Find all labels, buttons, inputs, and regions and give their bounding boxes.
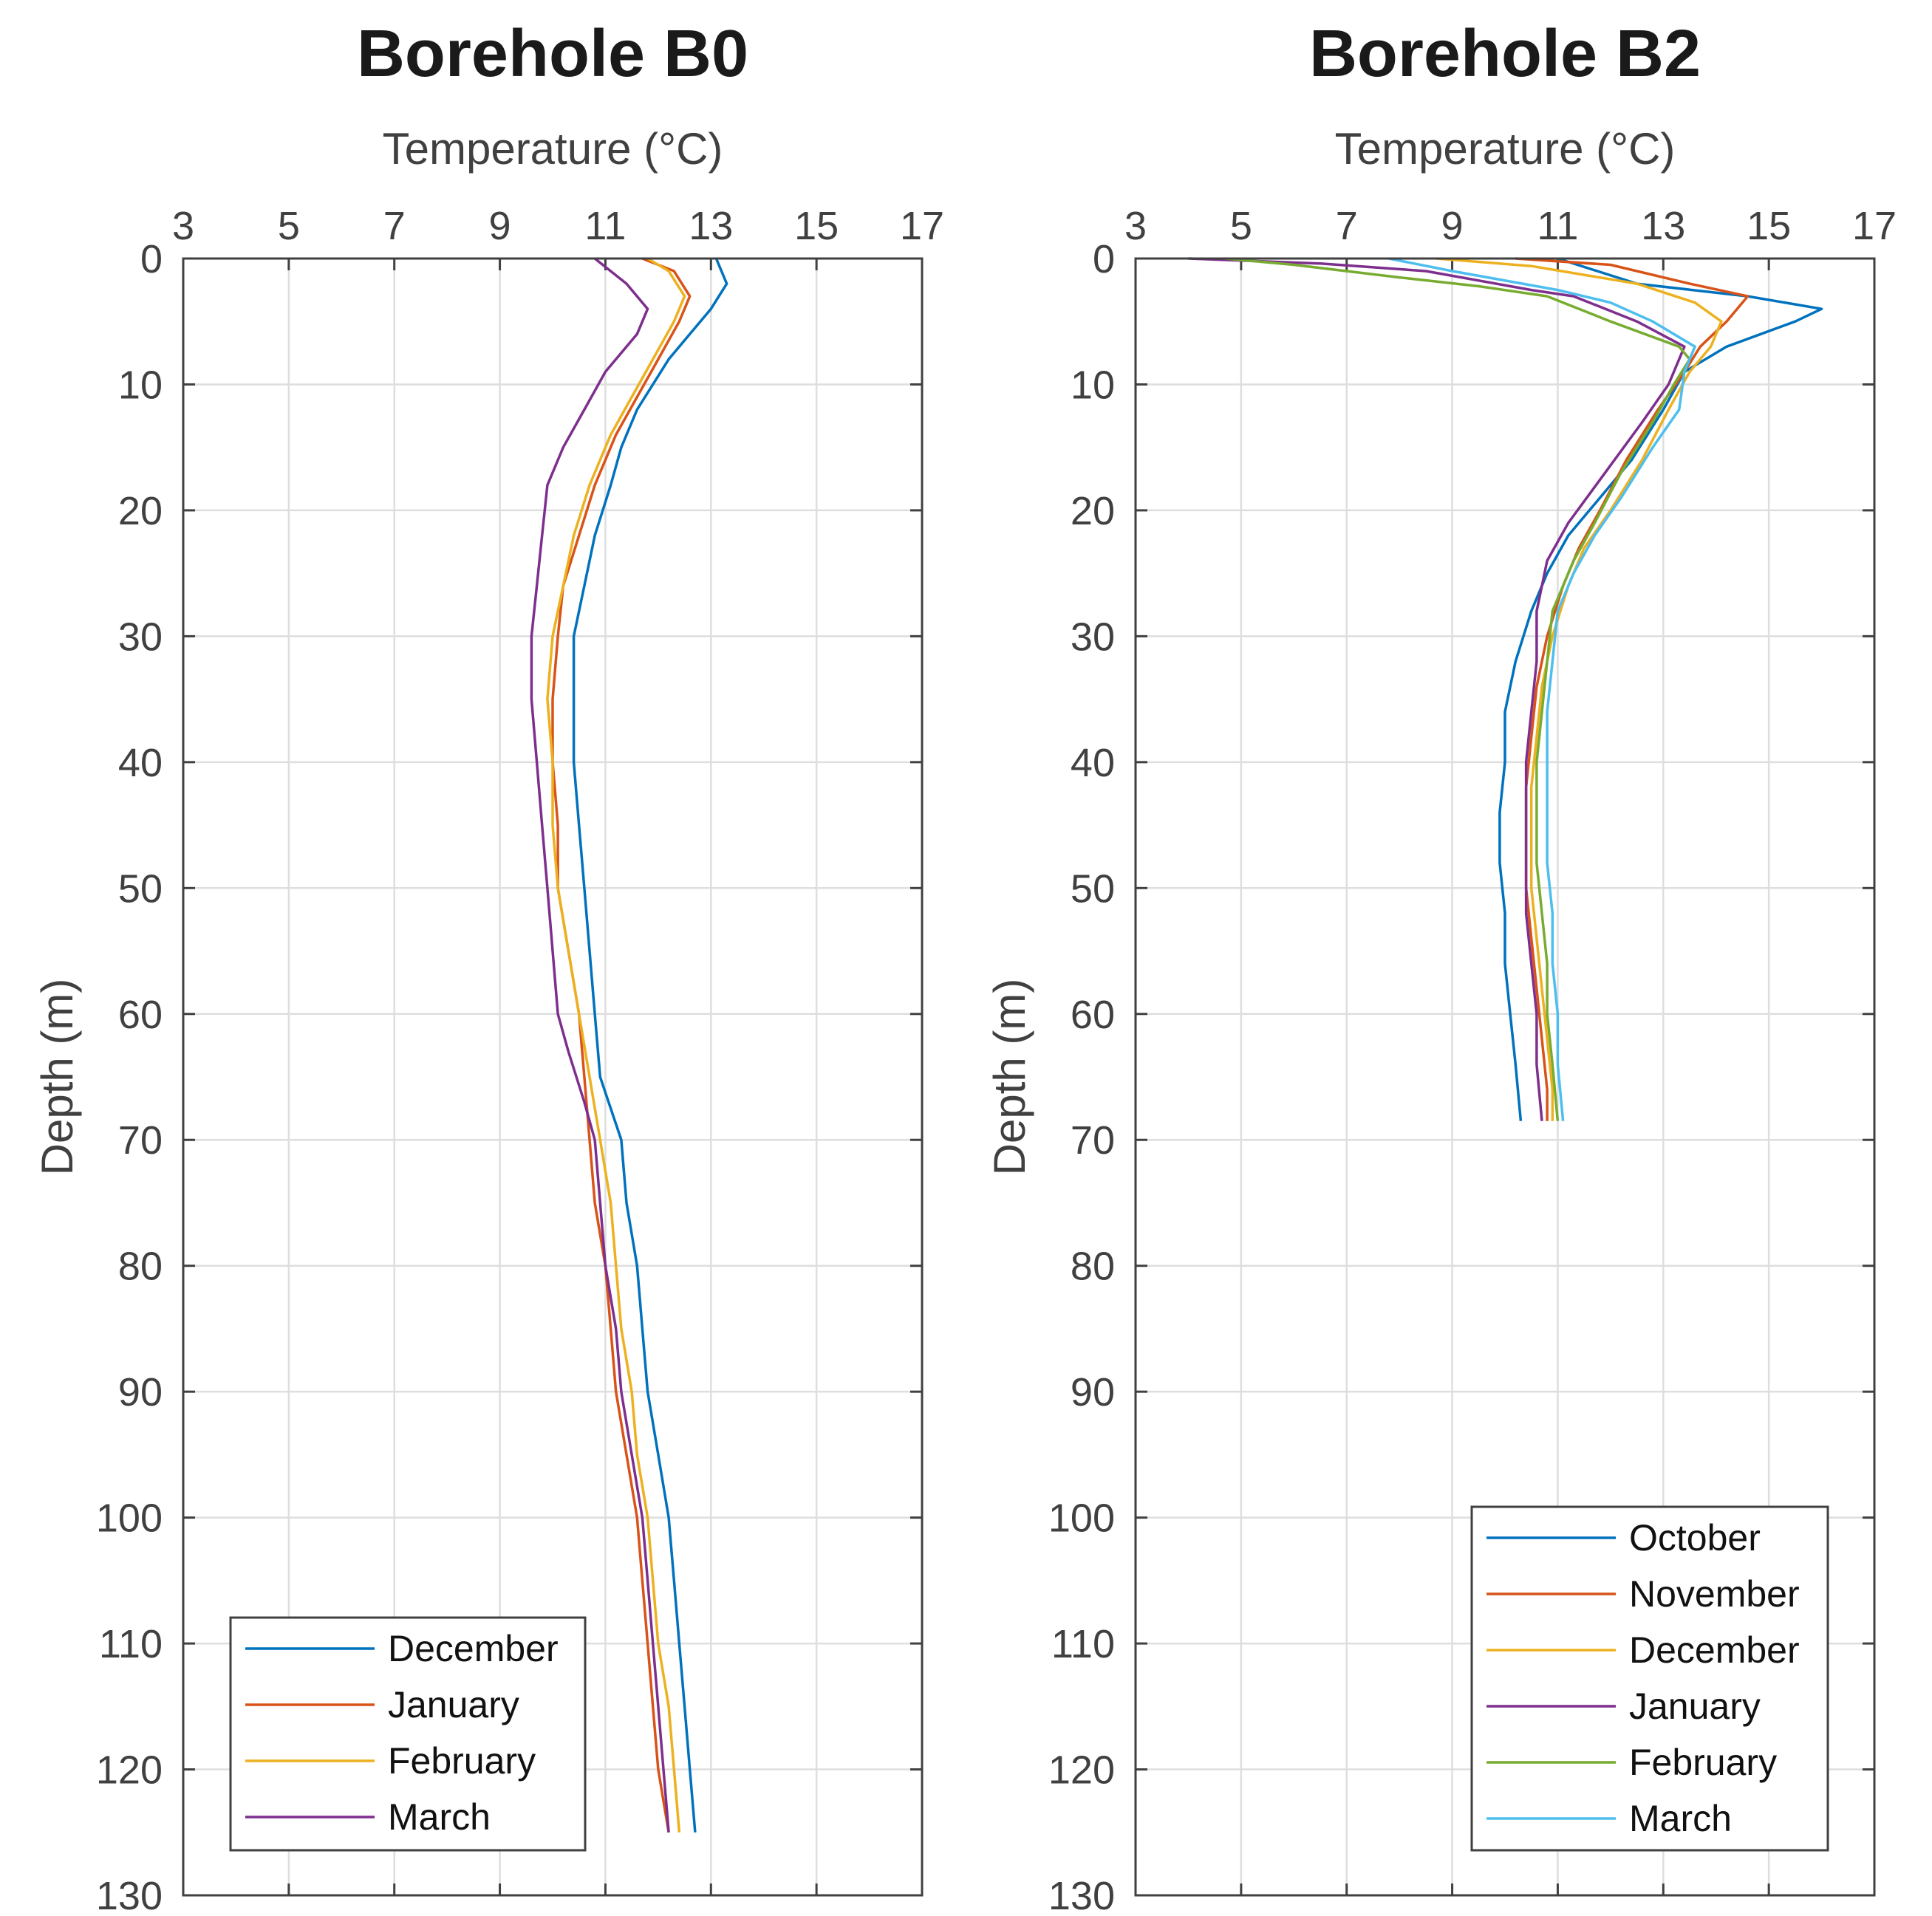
y-tick-label: 40	[1071, 741, 1115, 785]
legend-label-february: February	[1629, 1742, 1777, 1783]
series-line-january	[1188, 257, 1686, 1121]
x-tick-label: 17	[900, 204, 944, 248]
x-tick-label: 7	[383, 204, 406, 248]
y-tick-label: 100	[96, 1496, 163, 1541]
y-tick-label: 80	[118, 1245, 163, 1289]
x-axis-label: Temperature (°C)	[1335, 124, 1676, 174]
y-tick-label: 90	[118, 1370, 163, 1414]
series-line-december	[572, 258, 728, 1833]
y-tick-label: 120	[1048, 1748, 1115, 1793]
y-tick-label: 110	[99, 1622, 163, 1666]
plot-frame	[1134, 257, 1876, 1897]
legend-box	[1470, 1505, 1829, 1852]
series-line-february	[1225, 257, 1691, 1121]
y-tick-label: 130	[96, 1874, 163, 1916]
series-line-march	[530, 257, 670, 1833]
legend: December January February March	[229, 1616, 587, 1852]
x-tick-label: 5	[278, 204, 300, 248]
x-tick-label: 9	[1441, 204, 1464, 248]
x-tick-label: 17	[1852, 204, 1897, 248]
y-tick-label: 20	[1071, 489, 1115, 533]
chart-title: Borehole B0	[357, 17, 748, 91]
series-group	[1188, 257, 1823, 1121]
y-tick-label: 30	[1071, 615, 1115, 659]
x-axis-label: Temperature (°C)	[383, 124, 723, 174]
y-tick-label: 70	[1071, 1118, 1115, 1163]
x-tick-label: 9	[489, 204, 511, 248]
chart-title: Borehole B2	[1309, 17, 1701, 91]
series-line-october	[1498, 257, 1823, 1121]
x-tick-label: 11	[1537, 204, 1578, 248]
series-line-december	[1436, 257, 1723, 1121]
y-tick-label: 10	[1071, 363, 1115, 407]
y-tick-label: 0	[1093, 237, 1115, 281]
y-tick-label: 50	[1071, 866, 1115, 911]
panel-borehole-b2: Borehole B2 Temperature (°C) Depth (m) 3…	[985, 17, 1897, 1916]
x-tick-label: 3	[172, 204, 194, 248]
y-axis-label: Depth (m)	[33, 979, 82, 1176]
legend-label-october: October	[1629, 1517, 1761, 1559]
series-line-january	[551, 257, 692, 1833]
legend-label-march: March	[388, 1796, 491, 1838]
legend-label-february: February	[388, 1740, 536, 1782]
y-tick-label: 130	[1048, 1874, 1115, 1916]
y-tick-label: 60	[1071, 993, 1115, 1037]
x-tick-label: 11	[584, 204, 626, 248]
y-tick-label: 70	[118, 1118, 163, 1163]
legend: October November December January February Ma…	[1470, 1505, 1829, 1852]
x-tick-label: 15	[1747, 204, 1791, 248]
y-tick-label: 0	[140, 237, 163, 281]
series-line-february	[546, 257, 686, 1833]
axis-ticks: 3 5 7 9 11 13 15 17 0 10 20 30 40 50 60 70 80 90 100 110 120…	[96, 204, 944, 1916]
x-tick-label: 13	[689, 204, 733, 248]
legend-box	[229, 1616, 587, 1852]
y-tick-label: 30	[118, 615, 163, 659]
y-axis-label: Depth (m)	[985, 979, 1034, 1176]
legend-label-november: November	[1629, 1573, 1800, 1615]
y-tick-label: 80	[1071, 1245, 1115, 1289]
panel-borehole-b0: Borehole B0 Temperature (°C) Depth (m) 3…	[33, 17, 944, 1916]
y-tick-label: 100	[1048, 1496, 1115, 1541]
x-tick-label: 3	[1124, 204, 1147, 248]
legend-label-january: January	[388, 1684, 519, 1725]
y-tick-label: 10	[118, 363, 163, 407]
x-tick-label: 13	[1641, 204, 1685, 248]
x-tick-label: 15	[794, 204, 839, 248]
x-tick-label: 5	[1230, 204, 1252, 248]
y-tick-label: 90	[1071, 1370, 1115, 1414]
series-group	[530, 257, 728, 1833]
series-line-march	[1388, 257, 1696, 1121]
y-tick-label: 60	[118, 993, 163, 1037]
y-tick-label: 110	[1051, 1622, 1115, 1666]
legend-label-march: March	[1629, 1798, 1732, 1839]
y-tick-label: 120	[96, 1748, 163, 1793]
y-tick-label: 40	[118, 741, 163, 785]
plot-frame	[182, 257, 924, 1897]
legend-label-december: December	[1629, 1629, 1800, 1671]
legend-label-january: January	[1629, 1686, 1761, 1727]
x-tick-label: 7	[1336, 204, 1358, 248]
legend-label-december: December	[388, 1628, 559, 1669]
axis-ticks: 3 5 7 9 11 13 15 17 0 10 20 30 40 50 60 70 80 90 100 110 120…	[1048, 204, 1897, 1916]
y-tick-label: 20	[118, 489, 163, 533]
y-tick-label: 50	[118, 866, 163, 911]
